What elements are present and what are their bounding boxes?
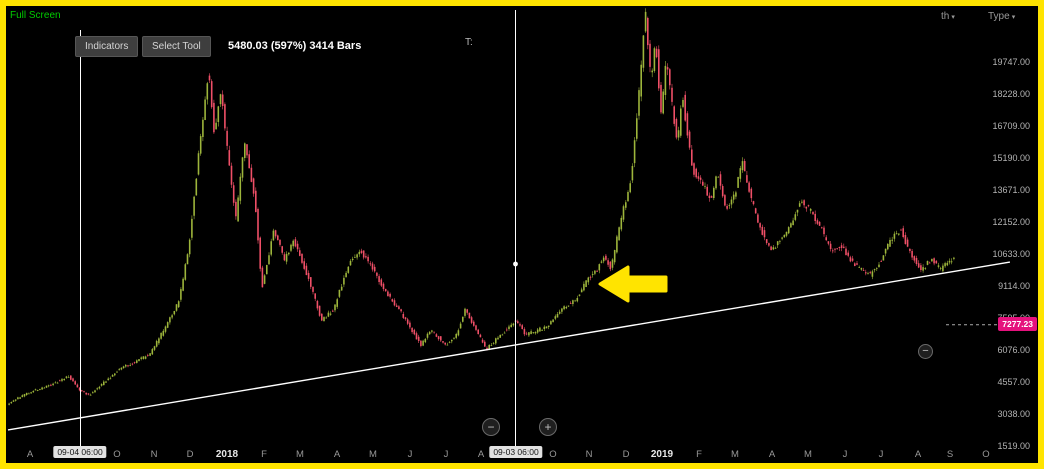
price-tick: 19747.00 (992, 56, 1030, 67)
price-tick: 4557.00 (997, 376, 1030, 387)
time-tick: M (296, 449, 304, 460)
time-tick: M (804, 449, 812, 460)
chevron-down-icon: ▾ (1011, 14, 1016, 21)
time-tick: O (982, 449, 990, 460)
time-tick: S (946, 449, 954, 460)
time-tick: A (333, 449, 341, 460)
time-axis[interactable]: A 09-04 06:00 O N D 2018 F M A M J J A 09-03 06:00 O N D… (0, 443, 1044, 465)
price-tick: 6076.00 (997, 344, 1030, 355)
time-tick: D (622, 449, 630, 460)
time-tick: A (477, 449, 485, 460)
chart-type-dropdown-label: Type (988, 11, 1010, 22)
price-tick: 15190.00 (992, 152, 1030, 163)
indicators-button[interactable]: Indicators (75, 36, 139, 57)
price-axis[interactable]: 19747.00 18228.00 16709.00 15190.00 13671.00… (955, 0, 1038, 469)
price-tick: 12152.00 (992, 216, 1030, 227)
time-tick: M (369, 449, 377, 460)
price-tick: 9114.00 (998, 280, 1030, 291)
timeframe-dropdown[interactable]: th ▾ (941, 11, 955, 22)
remove-drawing-button[interactable]: − (918, 344, 933, 359)
time-tick: N (150, 449, 158, 460)
full-screen-button[interactable]: Full Screen (10, 10, 61, 21)
price-tick: 18228.00 (992, 88, 1030, 99)
time-tick: O (549, 449, 557, 460)
time-tick: O (113, 449, 121, 460)
time-tick: J (407, 449, 413, 460)
last-price-tag: 7277.23 (998, 317, 1037, 332)
tooltip-t-label: T: (465, 37, 473, 48)
time-tick: 2018 (215, 449, 239, 460)
zoom-out-button[interactable]: − (482, 418, 500, 436)
price-tick: 13671.00 (992, 184, 1030, 195)
candlestick-series (8, 8, 955, 406)
zoom-in-button[interactable]: + (539, 418, 557, 436)
time-tick: J (443, 449, 449, 460)
time-tick: M (731, 449, 739, 460)
time-tick: 2019 (650, 449, 674, 460)
price-tick: 3038.00 (997, 408, 1030, 419)
time-tick: F (696, 449, 702, 460)
measure-readout: 5480.03 (597%) 3414 Bars (228, 40, 362, 52)
time-tick: F (261, 449, 267, 460)
price-tick: 16709.00 (992, 120, 1030, 131)
price-tick: 1519.00 (997, 440, 1030, 451)
select-tool-button[interactable]: Select Tool (142, 36, 211, 57)
time-tick: J (842, 449, 848, 460)
time-tick: A (26, 449, 34, 460)
time-tick: A (768, 449, 776, 460)
price-tick: 10633.00 (992, 248, 1030, 259)
crosshair-date-tag: 09-04 06:00 (53, 446, 107, 458)
timeframe-dropdown-label: th (941, 11, 950, 22)
time-tick: J (878, 449, 884, 460)
time-tick: N (585, 449, 593, 460)
trend-line[interactable] (7, 261, 1011, 431)
time-tick: A (914, 449, 922, 460)
chevron-down-icon: ▾ (951, 14, 955, 21)
time-tick: D (186, 449, 194, 460)
chart-type-dropdown[interactable]: Type ▾ (988, 11, 1015, 22)
crosshair-date-tag: 09-03 06:00 (489, 446, 543, 458)
measure-line-handle[interactable] (513, 261, 518, 267)
annotation-arrow[interactable] (598, 265, 668, 303)
